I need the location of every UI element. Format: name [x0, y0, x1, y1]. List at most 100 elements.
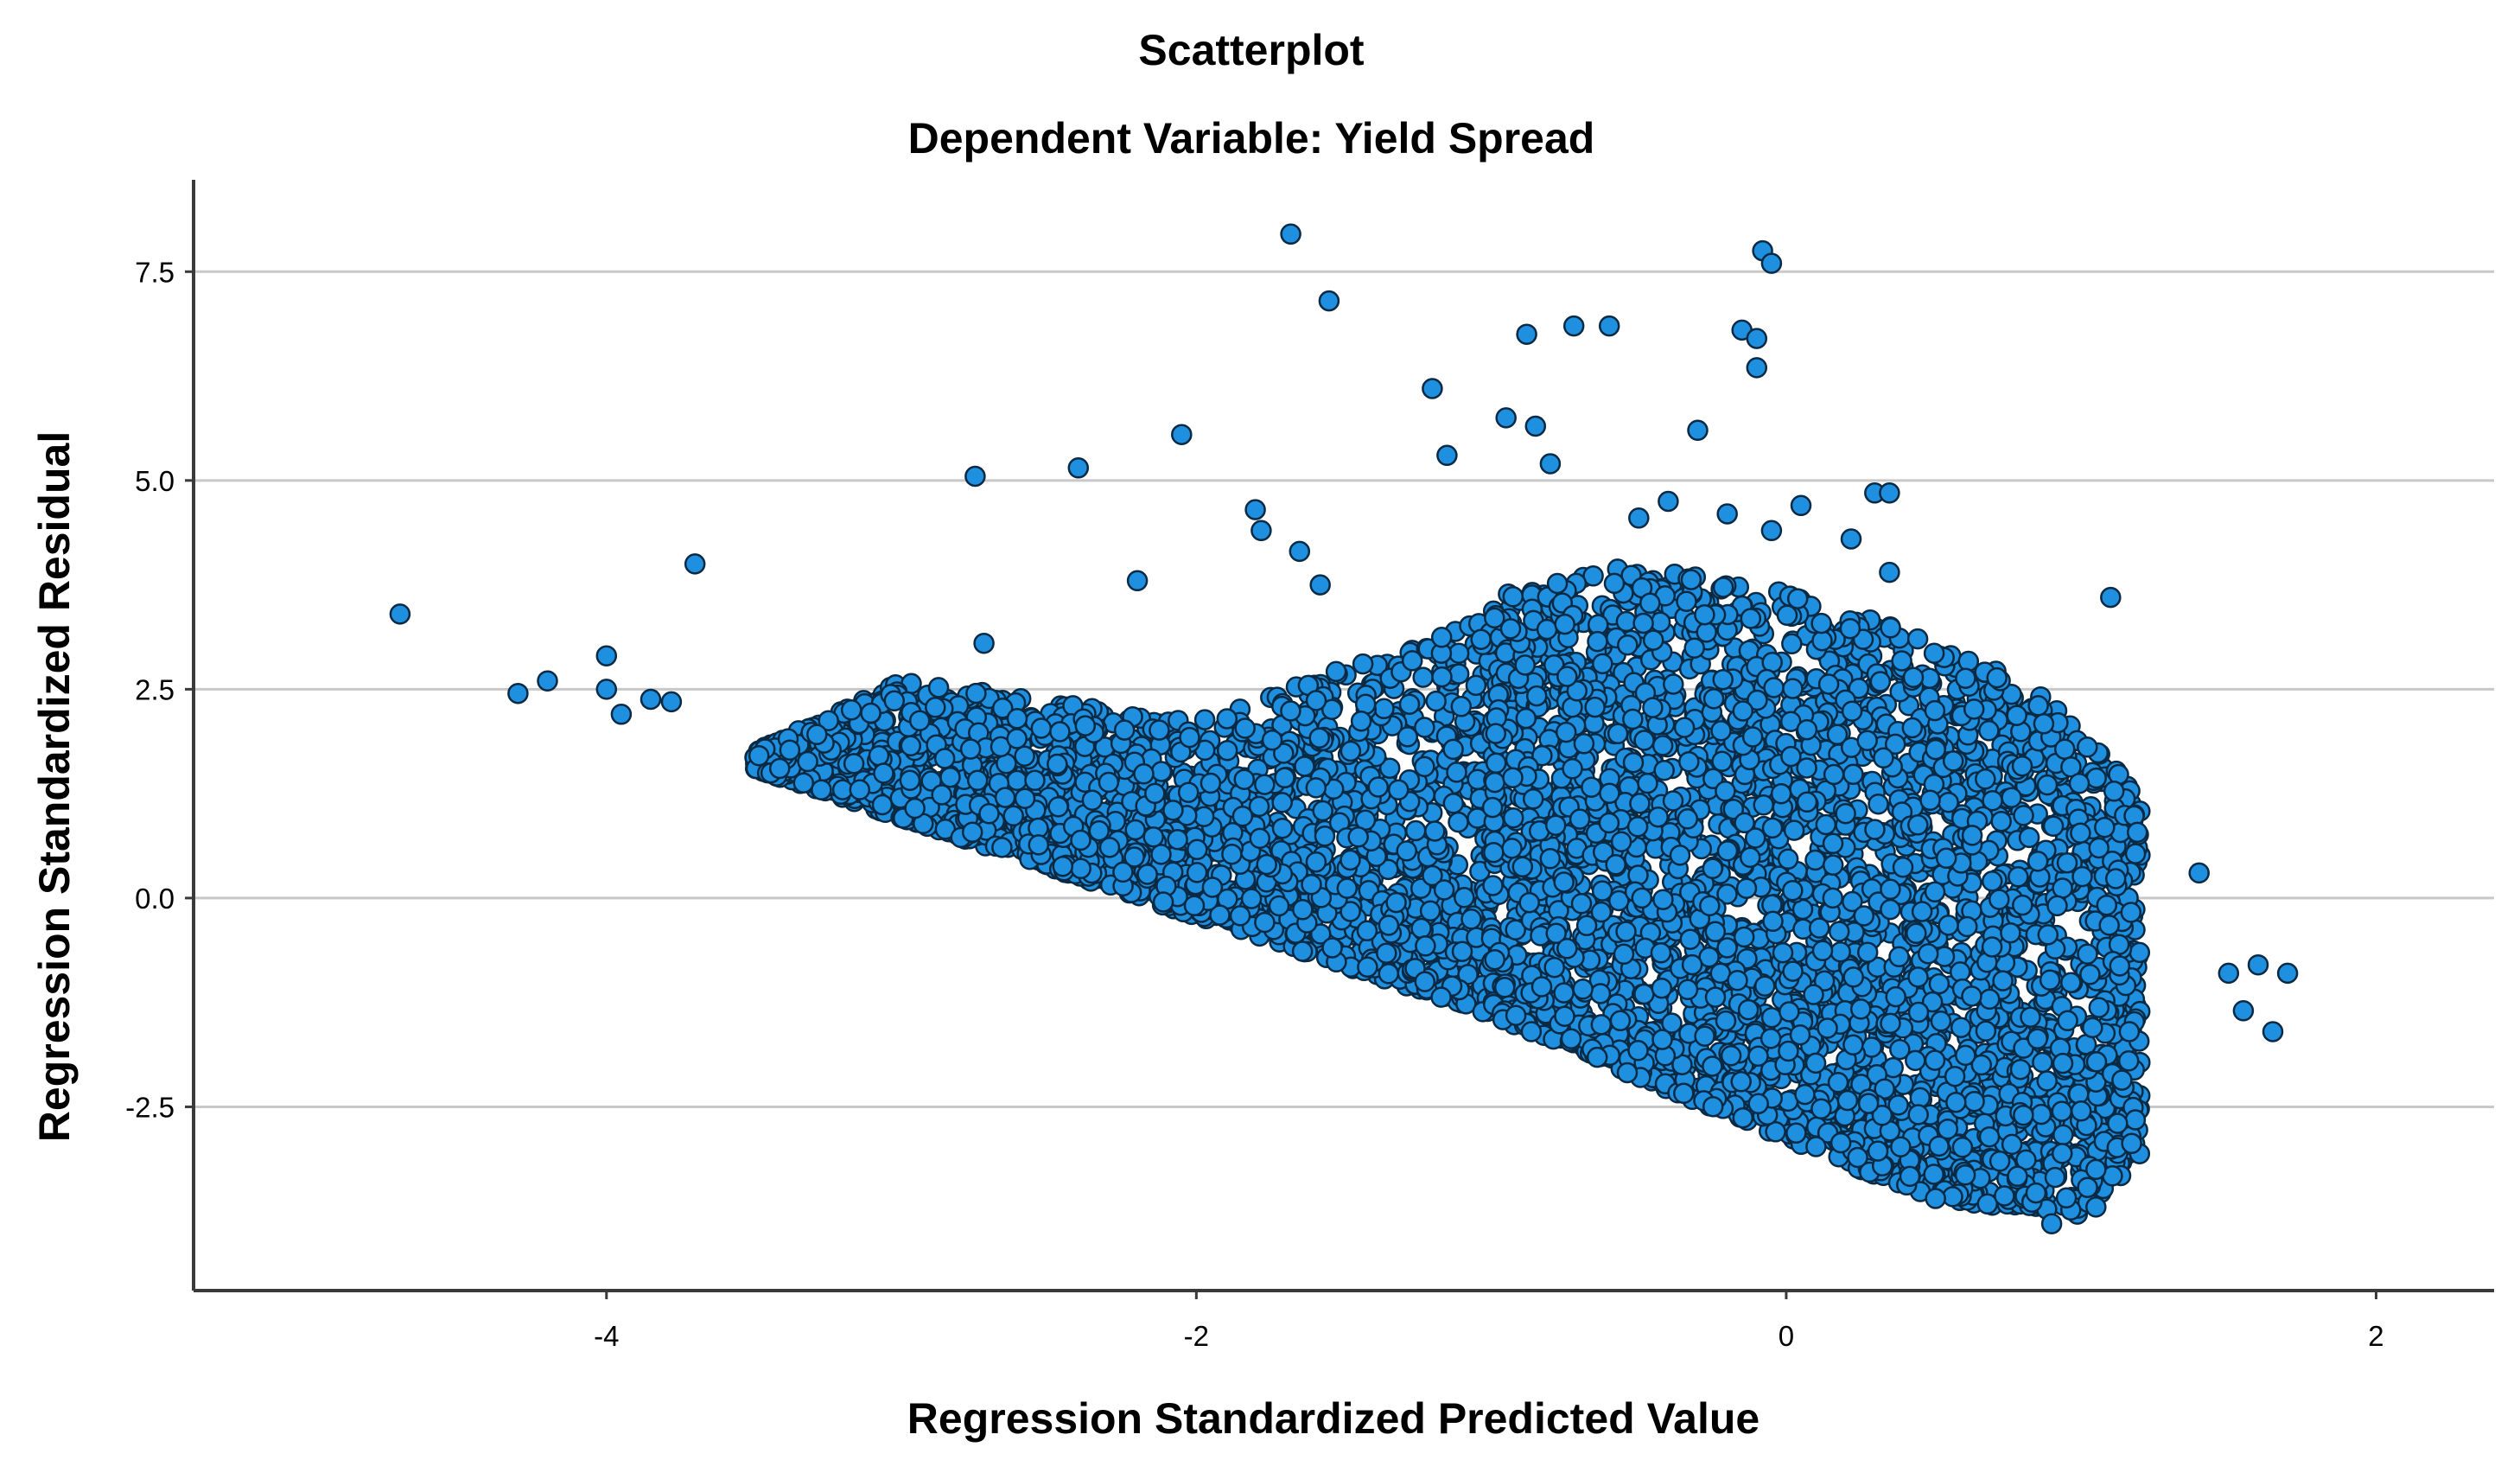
- data-point: [1442, 793, 1465, 814]
- data-point: [1430, 627, 1453, 648]
- data-point: [933, 748, 956, 769]
- data-point: [2098, 915, 2120, 936]
- data-point: [2046, 895, 2068, 917]
- data-point: [1136, 864, 1158, 885]
- data-point: [1144, 782, 1166, 805]
- data-point: [994, 787, 1016, 808]
- data-point: [1373, 698, 1395, 720]
- data-point: [1098, 837, 1121, 858]
- data-point: [2044, 1166, 2066, 1189]
- data-point: [1070, 858, 1091, 880]
- data-point: [2001, 1133, 2023, 1156]
- data-point: [2037, 924, 2059, 946]
- data-point: [1835, 802, 1856, 825]
- data-point: [1778, 1040, 1799, 1062]
- data-point: [1716, 937, 1738, 959]
- data-point: [748, 744, 770, 767]
- data-point: [2120, 902, 2142, 923]
- data-point: [1142, 826, 1164, 848]
- data-point: [1028, 834, 1050, 856]
- data-point: [1733, 926, 1755, 948]
- data-point: [2117, 1050, 2140, 1072]
- data-point: [1822, 832, 1844, 855]
- data-point: [1446, 762, 1467, 783]
- data-point: [1627, 1040, 1649, 1062]
- data-point: [2068, 1083, 2090, 1105]
- data-point: [1584, 696, 1606, 718]
- data-point: [1917, 943, 1939, 965]
- data-point: [1352, 653, 1374, 675]
- data-point: [1088, 819, 1110, 842]
- data-point: [1081, 789, 1104, 811]
- data-point: [966, 769, 989, 792]
- data-point: [904, 797, 926, 819]
- data-point: [2032, 1051, 2053, 1074]
- data-point: [1772, 941, 1794, 964]
- data-point: [1193, 806, 1215, 827]
- data-point: [2006, 704, 2027, 726]
- data-point: [1280, 700, 1301, 722]
- data-point: [1167, 828, 1188, 851]
- data-point: [1785, 1122, 1807, 1144]
- data-point: [1581, 776, 1602, 798]
- data-point: [1312, 800, 1333, 822]
- data-point: [1804, 849, 1826, 871]
- data-point: [1430, 986, 1452, 1008]
- data-point: [1950, 1017, 1972, 1038]
- data-point: [792, 772, 815, 794]
- data-point: [1448, 811, 1469, 833]
- data-point: [1357, 956, 1378, 979]
- data-point: [1930, 1011, 1952, 1032]
- data-point: [1431, 666, 1453, 688]
- data-point: [1482, 875, 1504, 896]
- data-point: [1030, 717, 1053, 739]
- data-point: [2129, 941, 2151, 964]
- data-point: [1325, 660, 1347, 683]
- data-point: [1907, 1001, 1930, 1023]
- data-point: [1805, 1136, 1827, 1157]
- data-point: [1186, 862, 1208, 883]
- data-point: [1014, 745, 1035, 767]
- data-point: [1070, 829, 1091, 851]
- data-point: [899, 769, 921, 792]
- data-point: [1470, 628, 1492, 650]
- data-point: [961, 821, 983, 843]
- data-point: [1986, 666, 2008, 689]
- data-point: [1907, 966, 1929, 988]
- data-point: [1942, 750, 1964, 772]
- data-points: [389, 223, 2299, 1234]
- data-point: [2052, 877, 2073, 899]
- data-point: [1006, 728, 1028, 749]
- chart-subtitle: Dependent Variable: Yield Spread: [908, 114, 1595, 163]
- data-point: [811, 779, 832, 800]
- data-point: [1823, 763, 1845, 786]
- data-point: [1679, 928, 1702, 950]
- data-point: [1216, 708, 1238, 730]
- data-point: [1378, 915, 1400, 936]
- data-point: [1830, 940, 1851, 963]
- data-point: [1404, 819, 1427, 842]
- data-point: [1049, 721, 1071, 743]
- data-point: [1367, 776, 1390, 798]
- data-point: [1347, 826, 1369, 848]
- data-point: [1448, 642, 1470, 664]
- data-point: [1702, 858, 1724, 880]
- data-point: [1454, 887, 1475, 909]
- data-point: [1978, 1125, 2001, 1148]
- data-point: [1448, 663, 1470, 685]
- data-point: [873, 762, 894, 784]
- data-point: [1229, 905, 1251, 927]
- data-point: [1350, 710, 1372, 732]
- data-point: [2056, 851, 2078, 874]
- data-point: [1460, 909, 1482, 930]
- data-point: [1616, 1062, 1639, 1084]
- data-point: [1711, 750, 1733, 773]
- data-point: [1098, 771, 1120, 794]
- data-point: [1305, 851, 1327, 873]
- data-point: [2077, 943, 2098, 965]
- data-point: [1730, 1071, 1752, 1093]
- data-point: [1592, 653, 1613, 675]
- data-point: [2036, 774, 2059, 796]
- data-point: [1274, 767, 1295, 789]
- data-point: [1150, 844, 1172, 865]
